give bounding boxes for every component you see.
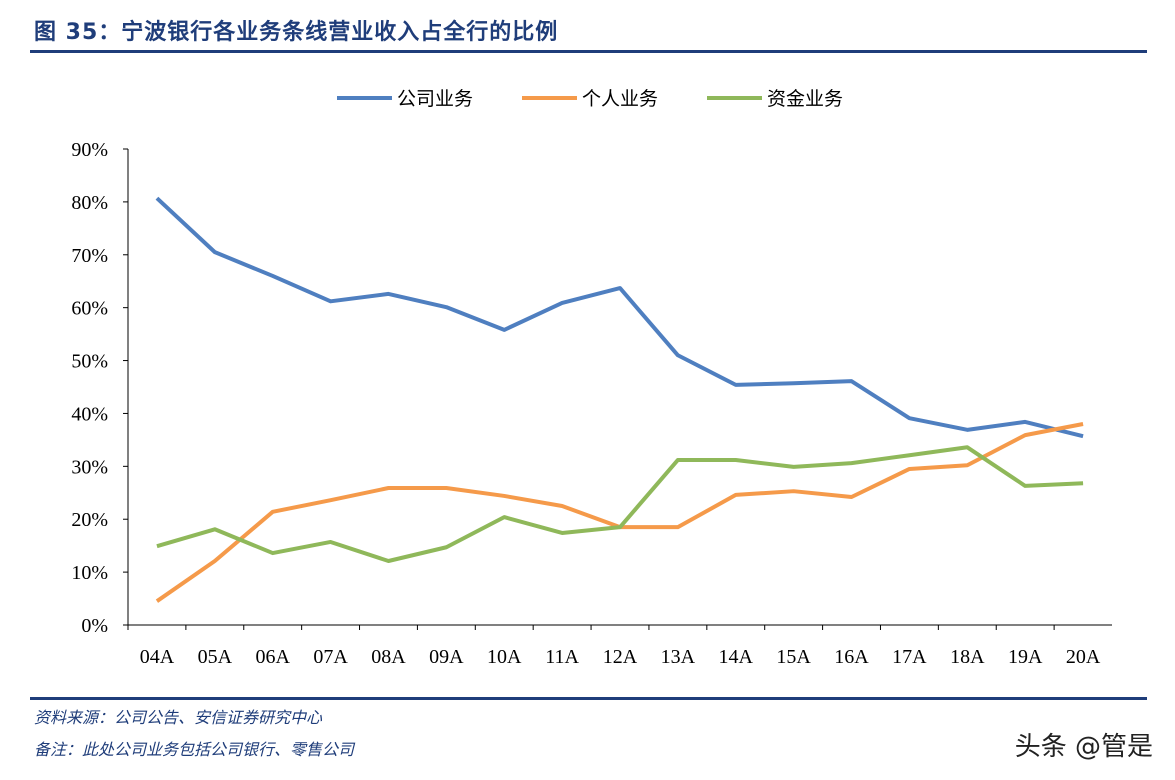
x-tick-label: 18A: [950, 646, 985, 668]
legend-label: 公司业务: [397, 88, 473, 110]
y-tick-label: 40%: [71, 403, 108, 425]
source-note: 资料来源：公司公告、安信证券研究中心: [34, 708, 323, 727]
y-tick-label: 70%: [71, 245, 108, 267]
x-tick-label: 16A: [834, 646, 869, 668]
remark-note: 备注：此处公司业务包括公司银行、零售公司: [34, 740, 355, 759]
x-tick-label: 05A: [198, 646, 233, 668]
x-tick-label: 09A: [429, 646, 464, 668]
y-tick-label: 80%: [71, 192, 108, 214]
y-tick-label: 50%: [71, 351, 108, 373]
series-line-1: [155, 196, 1084, 439]
watermark: 头条 @管是: [1014, 732, 1153, 762]
x-tick-label: 17A: [892, 646, 927, 668]
figure-title: 图 35：宁波银行各业务条线营业收入占全行的比例: [34, 20, 559, 45]
footer-rule: [30, 697, 1147, 700]
x-tick-label: 19A: [1008, 646, 1043, 668]
x-tick-label: 10A: [487, 646, 522, 668]
x-tick-label: 06A: [255, 646, 290, 668]
y-tick-label: 90%: [71, 139, 108, 161]
x-tick-label: 04A: [140, 646, 175, 668]
x-tick-label: 11A: [545, 646, 579, 668]
x-tick-label: 13A: [661, 646, 696, 668]
series-line-3: [156, 445, 1084, 564]
y-tick-label: 30%: [71, 456, 108, 478]
x-tick-label: 20A: [1066, 646, 1101, 668]
x-tick-label: 12A: [603, 646, 638, 668]
title-rule: [30, 50, 1147, 53]
y-tick-label: 20%: [71, 509, 108, 531]
y-tick-label: 0%: [81, 615, 108, 637]
x-tick-label: 15A: [776, 646, 811, 668]
legend-label: 资金业务: [767, 88, 843, 110]
y-tick-label: 60%: [71, 298, 108, 320]
x-tick-label: 08A: [371, 646, 406, 668]
legend-label: 个人业务: [582, 88, 658, 110]
x-tick-label: 07A: [313, 646, 348, 668]
x-tick-label: 14A: [719, 646, 754, 668]
line-chart: 0% 10% 20% 30% 40% 50% 60% 70% 80% 90% 04A 05A 06A 07…: [71, 88, 1112, 668]
y-tick-label: 10%: [71, 562, 108, 584]
